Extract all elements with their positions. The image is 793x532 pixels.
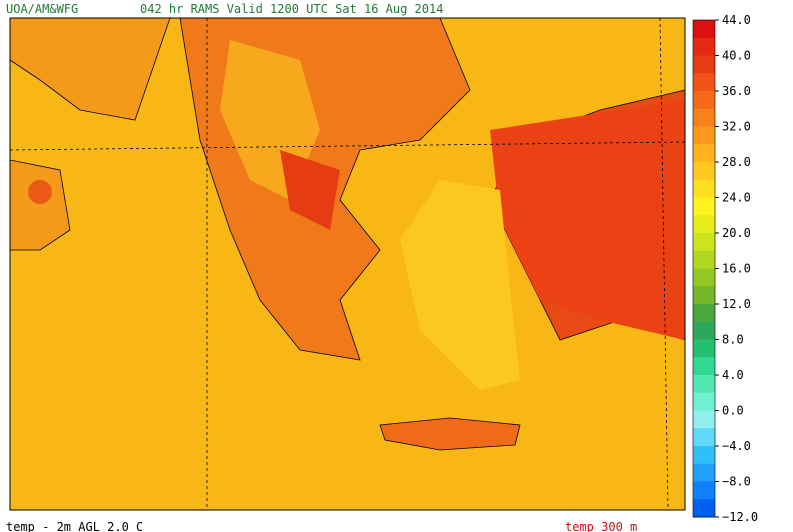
tick-label: 4.0 (722, 368, 744, 382)
source: UOA/AM&WFG (6, 2, 78, 16)
color-bin (693, 339, 715, 358)
color-bin (693, 37, 715, 56)
tick-label: −8.0 (722, 475, 751, 489)
color-bin (693, 250, 715, 269)
color-bin (693, 126, 715, 145)
colorbar: 44.0 40.0 36.0 32.0 28.0 24.0 20.0 16.0 12.0 8.0 4… (692, 13, 758, 524)
color-bin (693, 446, 715, 465)
color-bin (693, 179, 715, 198)
color-bin (693, 410, 715, 429)
tick-label: 40.0 (722, 49, 751, 63)
thessaly (280, 150, 340, 230)
color-bin (693, 481, 715, 500)
tick-label: −12.0 (722, 510, 758, 524)
color-bin (693, 144, 715, 163)
color-bin (693, 286, 715, 305)
tick-label: 0.0 (722, 404, 744, 418)
color-bin (693, 91, 715, 110)
footer-right: temp 300 m (565, 520, 637, 532)
tick-label: 8.0 (722, 333, 744, 347)
footer-left: temp - 2m AGL 2.0 C (6, 520, 143, 532)
color-bin (693, 375, 715, 394)
tick-label: 20.0 (722, 226, 751, 240)
color-bin (693, 162, 715, 181)
map (9, 17, 686, 511)
color-bin (693, 499, 715, 518)
color-bin (693, 55, 715, 74)
header: UOA/AM&WFG 042 hr RAMS Valid 1200 UTC Sa… (6, 2, 443, 16)
latitude-line (9, 141, 686, 151)
tick-label: 44.0 (722, 13, 751, 27)
aegean-cool (400, 180, 520, 390)
color-bin (693, 304, 715, 323)
tick-label: 12.0 (722, 297, 751, 311)
title: 042 hr RAMS Valid 1200 UTC Sat 16 Aug 20… (140, 2, 443, 16)
color-bin (693, 233, 715, 252)
tick-label: 24.0 (722, 191, 751, 205)
color-bin (693, 463, 715, 482)
color-bin (693, 392, 715, 411)
footer: temp - 2m AGL 2.0 C temp 300 m (6, 520, 637, 532)
color-bin (693, 268, 715, 287)
color-bin (693, 108, 715, 127)
tick-label: 28.0 (722, 155, 751, 169)
map-frame (9, 17, 686, 511)
tick-label: 36.0 (722, 84, 751, 98)
anatolia (490, 100, 685, 340)
tick-label: 32.0 (722, 120, 751, 134)
color-bin (693, 73, 715, 92)
crete (379, 417, 521, 451)
longitude-line (659, 17, 669, 511)
color-bin (693, 20, 715, 39)
color-bin (693, 197, 715, 216)
color-bin (693, 321, 715, 340)
hot-spot (28, 180, 52, 204)
color-bin (693, 428, 715, 447)
tick-label: 16.0 (722, 262, 751, 276)
tick-label: −4.0 (722, 439, 751, 453)
color-bin (693, 215, 715, 234)
color-bin (693, 357, 715, 376)
